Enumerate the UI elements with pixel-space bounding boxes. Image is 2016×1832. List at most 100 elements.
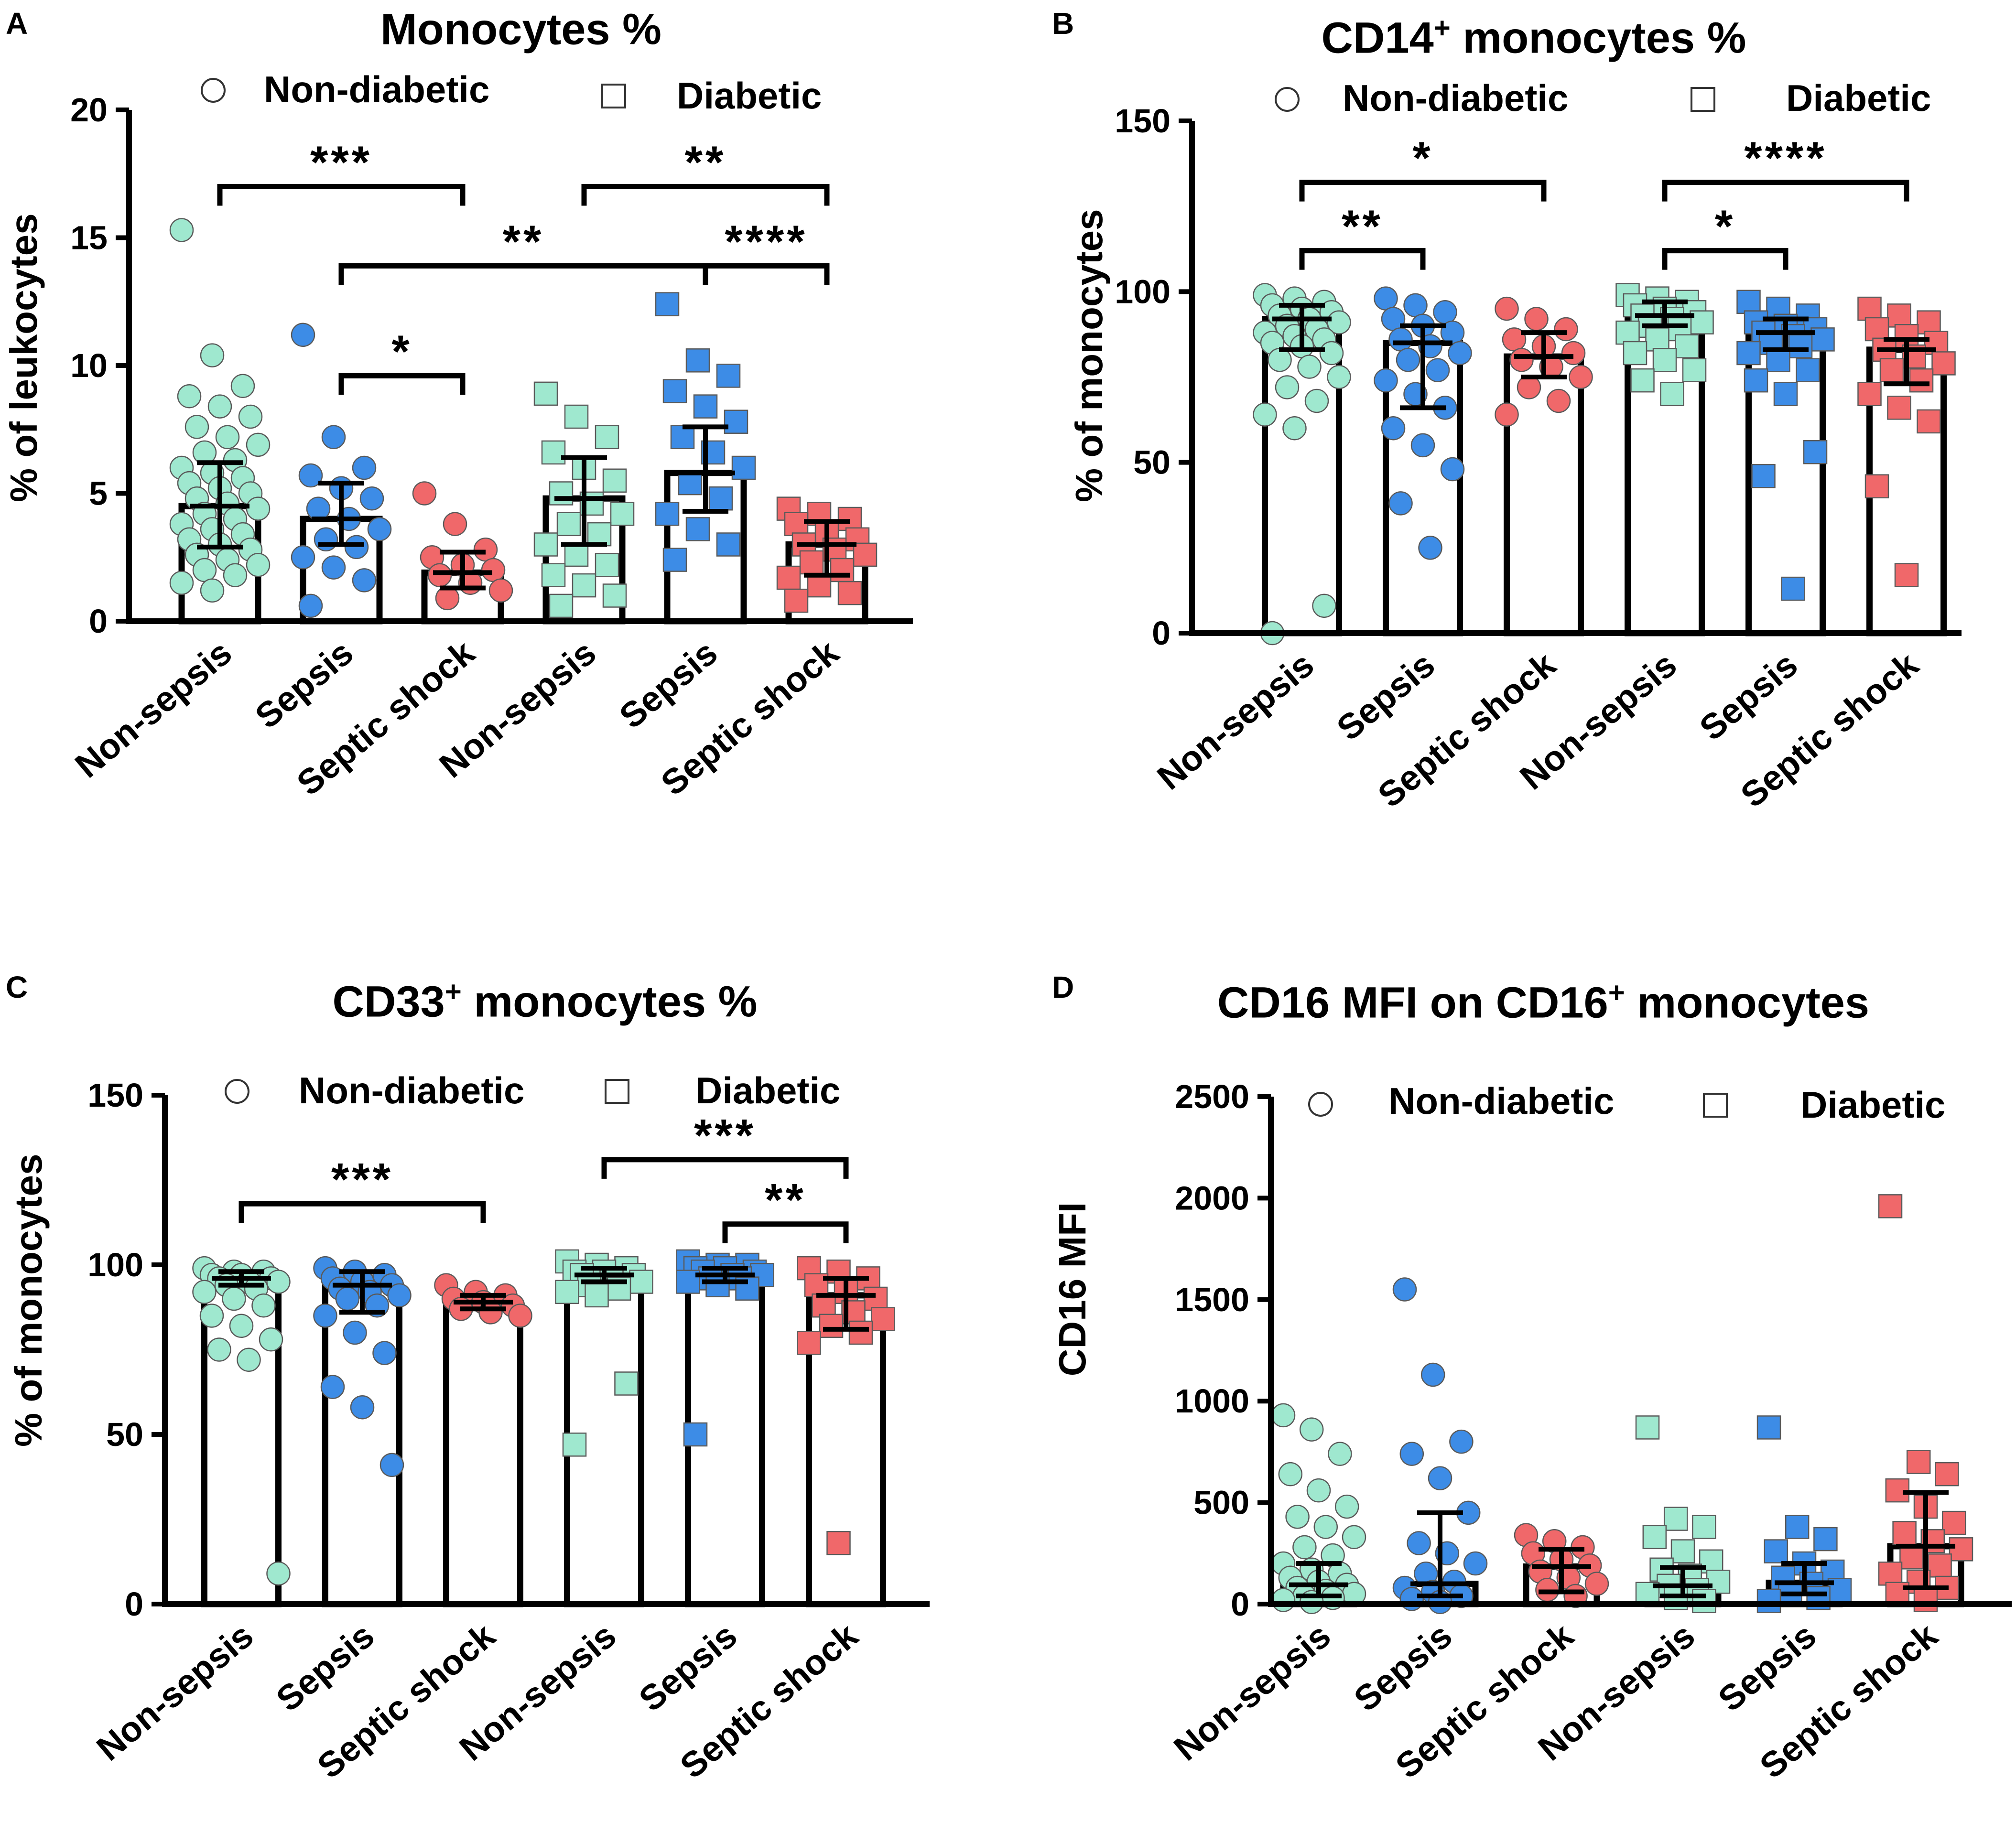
data-point bbox=[238, 404, 263, 429]
y-tick-label: 150 bbox=[87, 1077, 143, 1114]
data-point bbox=[1278, 1462, 1303, 1487]
data-point bbox=[1899, 1545, 1924, 1570]
data-point bbox=[819, 1314, 844, 1338]
data-point bbox=[379, 1453, 404, 1477]
data-point bbox=[169, 571, 194, 595]
data-point bbox=[693, 394, 718, 419]
data-point bbox=[229, 1314, 254, 1338]
data-point bbox=[784, 512, 809, 536]
data-point bbox=[1328, 1442, 1352, 1466]
data-point bbox=[1692, 1589, 1716, 1613]
data-point bbox=[207, 1337, 231, 1362]
data-point bbox=[572, 573, 596, 598]
data-point bbox=[1663, 1507, 1688, 1531]
data-point bbox=[1420, 1362, 1445, 1387]
data-point bbox=[716, 532, 741, 557]
data-point bbox=[1546, 388, 1571, 413]
data-point bbox=[443, 512, 467, 536]
data-point bbox=[298, 593, 323, 618]
data-point bbox=[1785, 1515, 1810, 1539]
data-point bbox=[1764, 1539, 1788, 1563]
data-point bbox=[1642, 1525, 1667, 1550]
data-point bbox=[1645, 327, 1669, 352]
data-point bbox=[556, 512, 581, 536]
data-point bbox=[655, 502, 680, 526]
y-axis-label: CD16 MFI bbox=[1051, 1202, 1094, 1377]
data-point bbox=[1399, 1587, 1424, 1611]
x-tick-label: Non-sepsis bbox=[89, 1616, 260, 1768]
data-point bbox=[1297, 355, 1322, 379]
data-point bbox=[541, 563, 566, 587]
data-point bbox=[200, 343, 225, 367]
data-point bbox=[1285, 1505, 1310, 1529]
data-point bbox=[1887, 303, 1911, 328]
data-point bbox=[1773, 382, 1798, 406]
significance-bracket bbox=[703, 263, 830, 285]
data-point bbox=[1931, 351, 1956, 376]
data-point bbox=[837, 581, 862, 605]
data-point bbox=[1788, 334, 1813, 358]
data-point bbox=[784, 588, 809, 613]
data-point bbox=[266, 1270, 291, 1294]
data-point bbox=[670, 425, 695, 450]
y-tick-label: 10 bbox=[70, 347, 108, 384]
data-point bbox=[685, 517, 710, 541]
y-tick-label: 100 bbox=[87, 1246, 143, 1283]
data-point bbox=[215, 425, 240, 450]
data-point bbox=[350, 1395, 375, 1420]
x-tick-label: Sepsis bbox=[1692, 645, 1805, 748]
data-point bbox=[595, 425, 619, 450]
legend-square-icon bbox=[1703, 1093, 1728, 1118]
data-point bbox=[1334, 1494, 1359, 1519]
x-tick-label: Non-sepsis bbox=[67, 633, 239, 786]
legend-circle-icon bbox=[225, 1079, 249, 1104]
data-point bbox=[848, 1320, 873, 1345]
data-point bbox=[1327, 310, 1351, 334]
data-point bbox=[837, 506, 862, 531]
data-point bbox=[488, 578, 513, 603]
data-point bbox=[427, 563, 452, 587]
data-point bbox=[222, 1286, 246, 1311]
data-point bbox=[387, 1283, 412, 1308]
panel-label: C bbox=[6, 970, 28, 1004]
data-point bbox=[1425, 358, 1450, 382]
data-point bbox=[1892, 1521, 1917, 1545]
x-tick-label: Sepsis bbox=[1329, 645, 1442, 748]
data-point bbox=[1766, 348, 1790, 372]
data-point bbox=[1949, 1537, 1973, 1562]
data-point bbox=[412, 481, 437, 506]
data-point bbox=[807, 573, 832, 598]
data-point bbox=[1524, 307, 1549, 331]
y-tick-label: 0 bbox=[125, 1585, 143, 1623]
data-point bbox=[1682, 358, 1707, 382]
panel-a: 0 5 10 15 20 Non-sepsis Sepsis Septic shock Non-… bbox=[0, 0, 1008, 916]
data-point bbox=[352, 568, 377, 593]
data-point bbox=[321, 555, 346, 580]
data-point bbox=[799, 550, 824, 575]
data-point bbox=[320, 1375, 345, 1399]
data-point bbox=[481, 558, 506, 582]
data-point bbox=[1275, 375, 1300, 399]
legend-non-diabetic: Non-diabetic bbox=[264, 68, 490, 110]
data-point bbox=[1292, 1535, 1317, 1560]
y-tick-label: 2000 bbox=[1175, 1179, 1249, 1217]
data-point bbox=[298, 463, 323, 488]
data-point bbox=[1418, 536, 1442, 560]
significance-bracket bbox=[217, 184, 466, 206]
significance-bracket bbox=[601, 1157, 849, 1179]
data-point bbox=[863, 1286, 888, 1311]
data-point bbox=[1396, 348, 1420, 372]
data-point bbox=[1803, 440, 1828, 464]
significance-label: * bbox=[1715, 201, 1735, 252]
data-point bbox=[1906, 1450, 1931, 1474]
data-point bbox=[1751, 464, 1776, 488]
x-tick-label: Non-sepsis bbox=[1166, 1616, 1338, 1768]
data-point bbox=[683, 1422, 708, 1447]
data-point bbox=[614, 1371, 639, 1396]
x-tick-label: Sepsis bbox=[1711, 1616, 1823, 1719]
data-point bbox=[344, 535, 369, 560]
x-tick-label: Non-sepsis bbox=[1149, 645, 1321, 797]
data-point bbox=[602, 583, 627, 608]
x-tick-label: Sepsis bbox=[612, 633, 725, 736]
